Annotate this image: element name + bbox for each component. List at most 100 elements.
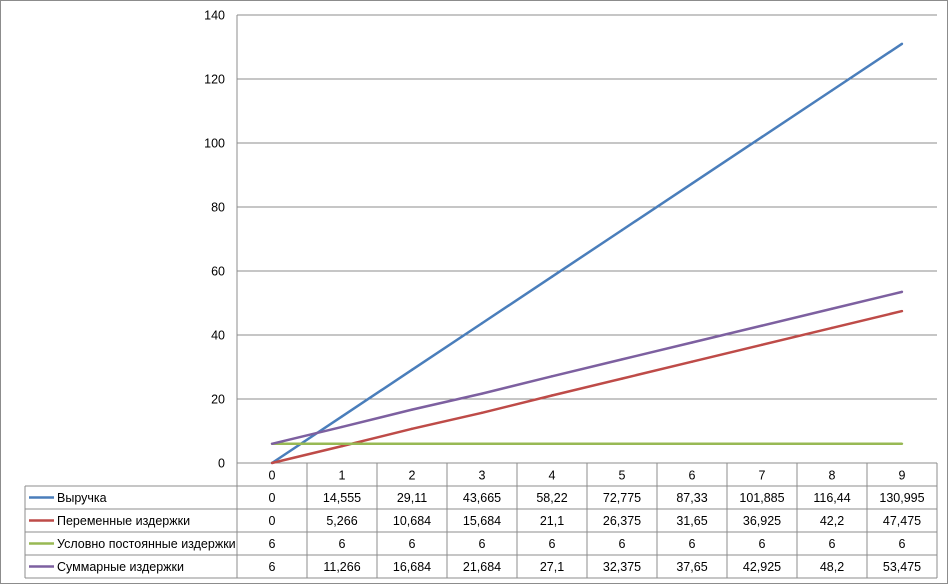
x-tick-label: 2 xyxy=(409,469,416,483)
data-label: 130,995 xyxy=(879,491,924,505)
series-line xyxy=(271,42,903,465)
series-line xyxy=(271,309,903,465)
data-label: 37,65 xyxy=(676,560,707,574)
data-label: 14,555 xyxy=(323,491,361,505)
data-point xyxy=(760,135,764,139)
data-point xyxy=(760,343,764,347)
data-point xyxy=(690,182,694,185)
data-label: 29,11 xyxy=(397,491,427,505)
data-point xyxy=(830,442,834,445)
data-label: 27,1 xyxy=(540,560,564,574)
data-label: 16,684 xyxy=(393,560,431,574)
data-label: 42,925 xyxy=(743,560,781,574)
data-label: 47,475 xyxy=(883,514,921,528)
data-point xyxy=(690,360,694,363)
data-point xyxy=(410,368,414,372)
data-point xyxy=(900,290,904,294)
data-point xyxy=(550,394,554,397)
series-line xyxy=(271,290,903,446)
data-label: 6 xyxy=(479,537,486,551)
data-point xyxy=(340,425,344,429)
data-point xyxy=(550,375,554,378)
data-point xyxy=(410,427,414,431)
data-point xyxy=(830,89,834,92)
data-label: 101,885 xyxy=(739,491,784,505)
data-label: 6 xyxy=(269,560,276,574)
data-point xyxy=(340,442,344,445)
data-label: 6 xyxy=(269,537,276,551)
data-point xyxy=(830,326,834,330)
data-label: 6 xyxy=(409,537,416,551)
data-point xyxy=(410,408,414,411)
data-label: 32,375 xyxy=(603,560,641,574)
data-point xyxy=(620,377,624,380)
legend-label: Условно постоянные издержки xyxy=(57,537,236,551)
data-point xyxy=(270,442,274,445)
data-point xyxy=(480,442,484,445)
data-label: 6 xyxy=(899,537,906,551)
data-point xyxy=(410,442,414,445)
data-label: 11,266 xyxy=(323,560,360,574)
data-point xyxy=(760,442,764,445)
data-label: 0 xyxy=(269,514,276,528)
data-label: 36,925 xyxy=(743,514,781,528)
y-tick-label: 80 xyxy=(211,201,225,215)
y-tick-label: 0 xyxy=(218,457,225,471)
data-label: 58,22 xyxy=(536,491,567,505)
data-point xyxy=(550,275,554,278)
data-label: 10,684 xyxy=(393,514,431,528)
data-point xyxy=(340,444,344,448)
x-tick-label: 5 xyxy=(619,469,626,483)
data-label: 26,375 xyxy=(603,514,641,528)
y-tick-label: 120 xyxy=(204,73,225,87)
data-label: 6 xyxy=(619,537,626,551)
data-label: 21,684 xyxy=(463,560,501,574)
y-tick-label: 20 xyxy=(211,393,225,407)
data-label: 21,1 xyxy=(540,514,564,528)
data-point xyxy=(480,392,484,395)
data-label: 6 xyxy=(549,537,556,551)
x-tick-label: 3 xyxy=(479,469,486,483)
x-tick-label: 4 xyxy=(549,469,556,483)
data-point xyxy=(900,309,904,313)
data-point xyxy=(760,324,764,327)
data-label: 15,684 xyxy=(463,514,501,528)
data-label: 87,33 xyxy=(676,491,707,505)
data-label: 42,2 xyxy=(820,514,844,528)
x-tick-label: 8 xyxy=(829,469,836,483)
data-point xyxy=(270,461,274,465)
data-point xyxy=(690,442,694,445)
x-tick-label: 0 xyxy=(269,469,276,483)
data-point xyxy=(480,322,484,325)
y-tick-label: 100 xyxy=(204,137,225,151)
x-tick-label: 9 xyxy=(899,469,906,483)
data-point xyxy=(620,228,624,232)
data-point xyxy=(690,341,694,344)
data-label: 5,266 xyxy=(326,514,357,528)
x-tick-label: 6 xyxy=(689,469,696,483)
data-point xyxy=(340,415,344,418)
data-point xyxy=(550,442,554,445)
x-tick-label: 7 xyxy=(759,469,766,483)
data-point xyxy=(620,442,624,445)
data-label: 6 xyxy=(759,537,766,551)
data-point xyxy=(620,358,624,361)
data-label: 43,665 xyxy=(463,491,501,505)
data-label: 72,775 xyxy=(603,491,641,505)
data-point xyxy=(900,42,904,46)
data-label: 6 xyxy=(339,537,346,551)
legend-label: Суммарные издержки xyxy=(57,560,184,574)
data-label: 0 xyxy=(269,491,276,505)
legend-label: Выручка xyxy=(57,491,107,505)
data-label: 6 xyxy=(829,537,836,551)
data-label: 53,475 xyxy=(883,560,921,574)
data-label: 31,65 xyxy=(676,514,707,528)
data-point xyxy=(830,307,834,310)
data-label: 48,2 xyxy=(820,560,844,574)
legend-label: Переменные издержки xyxy=(57,514,190,528)
x-tick-label: 1 xyxy=(339,469,346,483)
data-label: 116,44 xyxy=(813,491,850,505)
data-label: 6 xyxy=(689,537,696,551)
